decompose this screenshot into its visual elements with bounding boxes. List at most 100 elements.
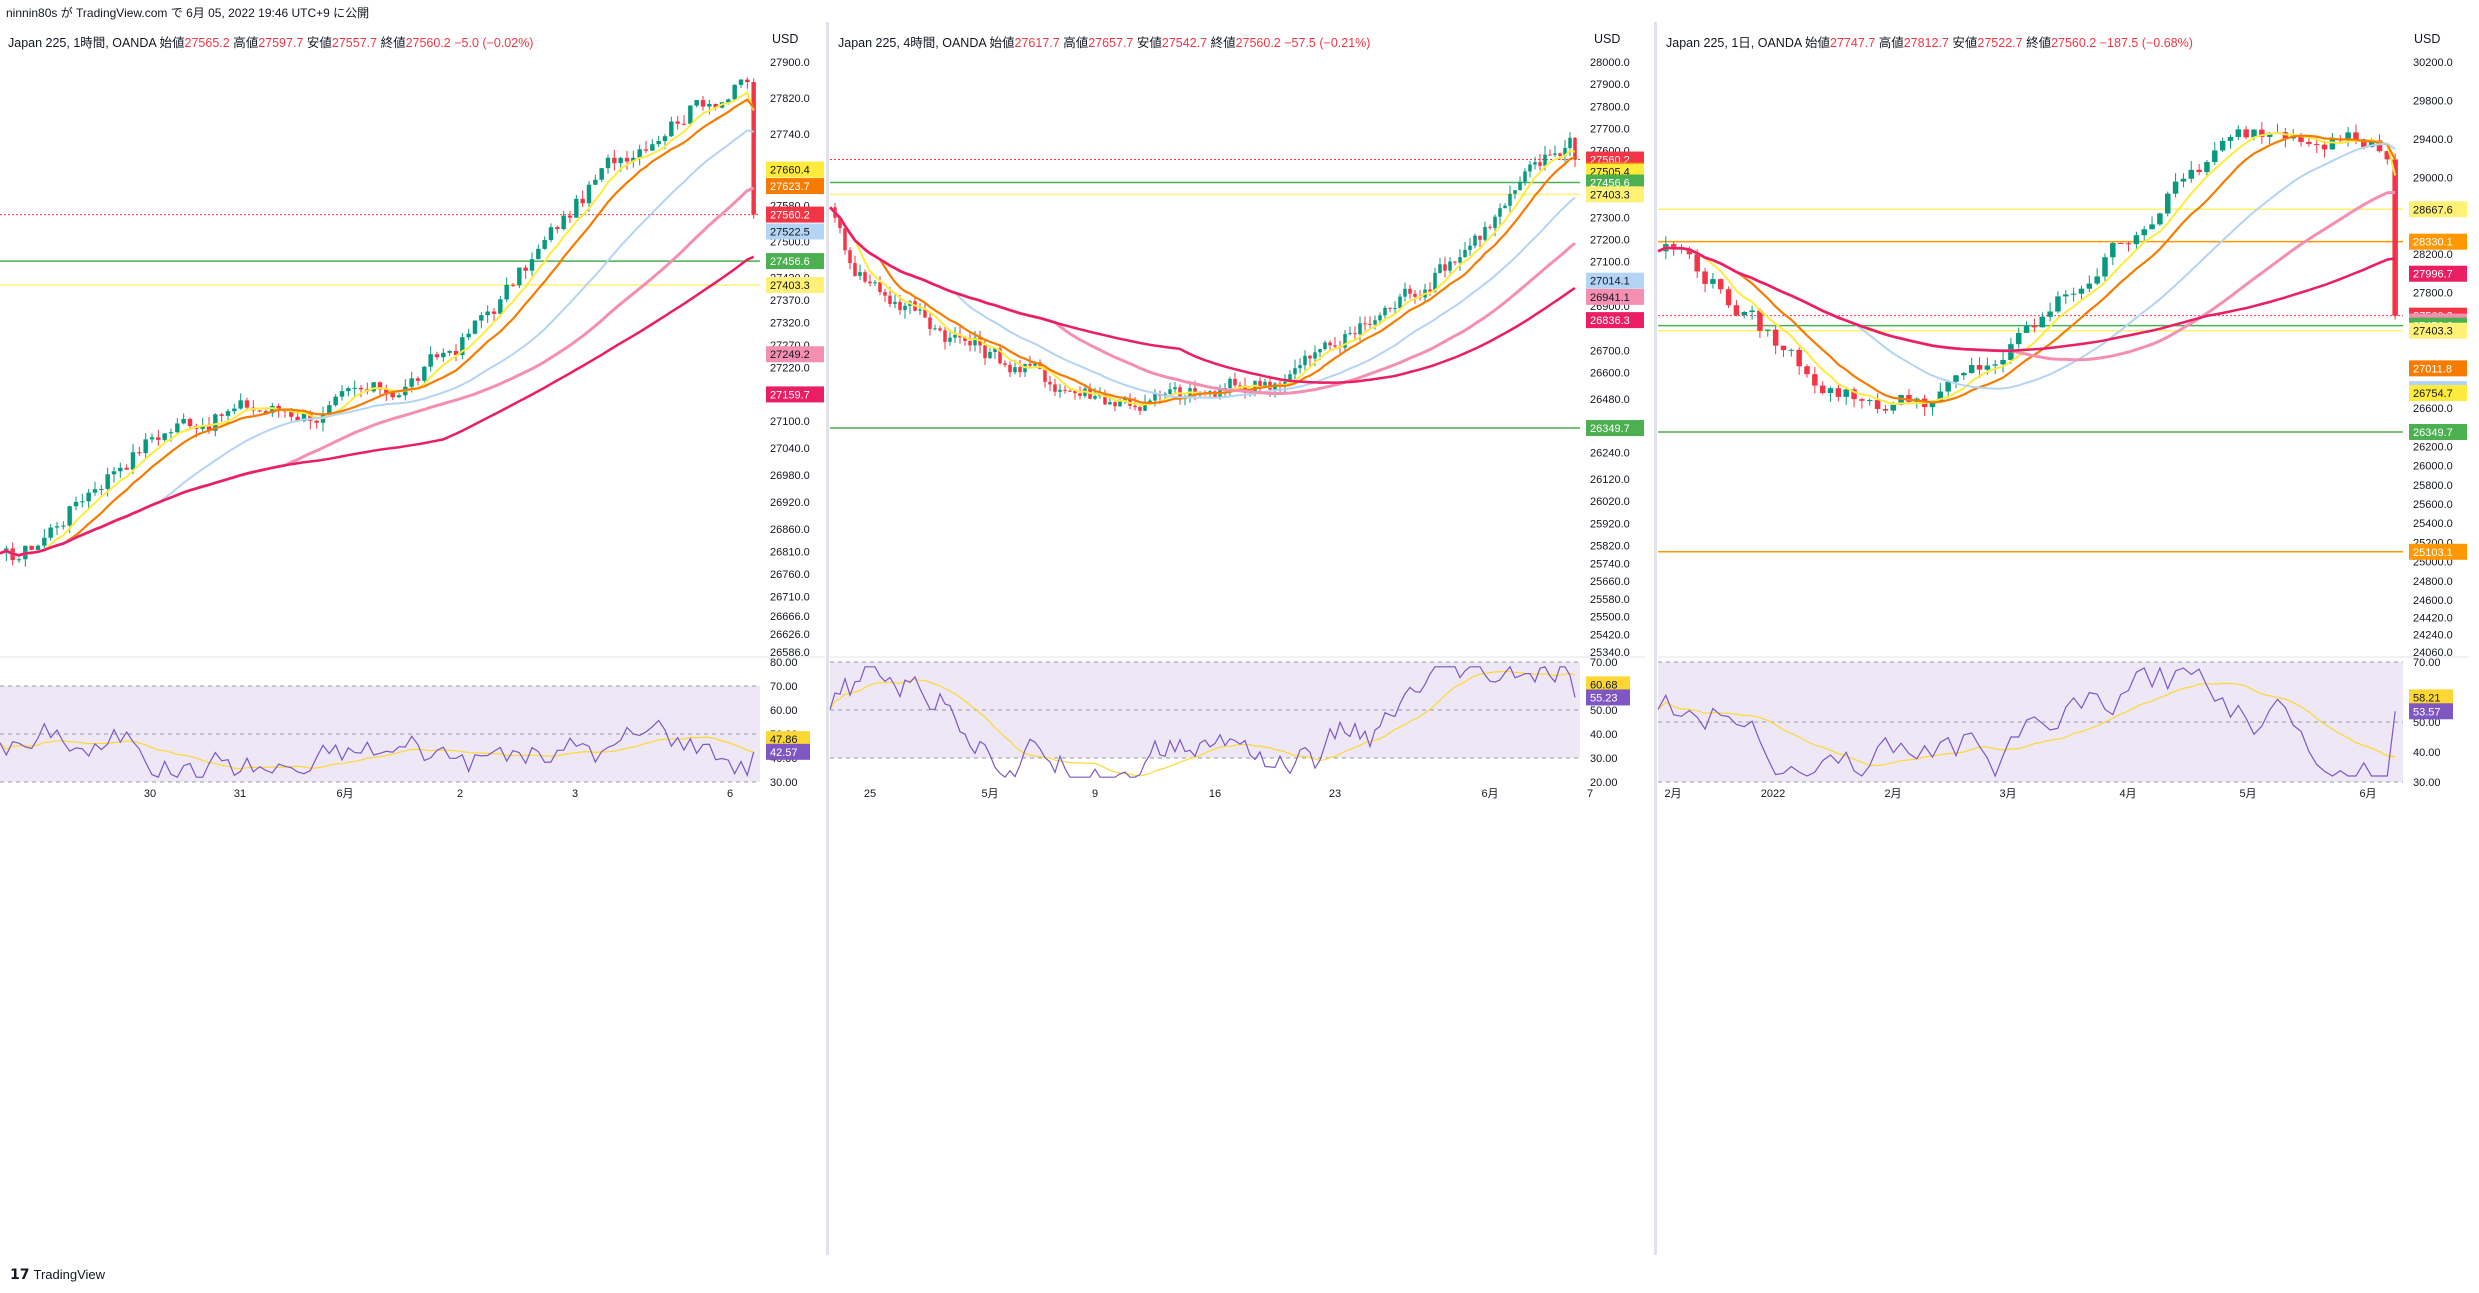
candle-body bbox=[2188, 169, 2195, 179]
rsi-label-text: 58.21 bbox=[2413, 692, 2441, 704]
y-tick-label: 27740.0 bbox=[770, 129, 810, 141]
candle-body bbox=[561, 215, 566, 230]
price-label-box bbox=[766, 178, 824, 195]
rsi-tick-label: 50.00 bbox=[2413, 717, 2441, 729]
candle-body bbox=[1984, 365, 1991, 370]
price-label-box bbox=[766, 346, 824, 363]
y-tick-label: 27370.0 bbox=[770, 295, 810, 307]
candle-body bbox=[466, 333, 471, 338]
candle-body bbox=[238, 400, 243, 409]
symbol-name: Japan 225 bbox=[1666, 36, 1725, 50]
timeframe: 1日 bbox=[1731, 36, 1751, 50]
y-tick-label: 28200.0 bbox=[2413, 249, 2453, 261]
ma-line-yellow bbox=[829, 149, 1576, 406]
candle-body bbox=[2219, 140, 2226, 151]
candle-body bbox=[61, 525, 66, 527]
candle-body bbox=[713, 103, 718, 108]
y-tick-label: 27300.0 bbox=[1590, 212, 1630, 224]
panel-divider[interactable] bbox=[1654, 22, 1657, 1255]
chart-panel-1d[interactable]: Japan 225, 1日, OANDA 始値27747.7 高値27812.7… bbox=[1657, 22, 2479, 1255]
candle-body bbox=[1882, 408, 1889, 411]
candle-body bbox=[738, 79, 744, 85]
price-label-text: 27014.1 bbox=[1590, 276, 1630, 288]
candle-body bbox=[968, 340, 972, 346]
rsi-label-text: 53.57 bbox=[2413, 706, 2441, 718]
candle-body bbox=[1710, 279, 1716, 284]
rsi-label-box bbox=[766, 731, 810, 748]
chart-svg[interactable]: 27900.027820.027740.027660.027580.027500… bbox=[0, 22, 825, 1255]
candle-body bbox=[2157, 213, 2163, 225]
candle-body bbox=[933, 328, 937, 330]
ma-line-crimson bbox=[829, 206, 1576, 384]
candle-body bbox=[377, 382, 383, 390]
candle-body bbox=[244, 400, 250, 408]
candle-body bbox=[2000, 359, 2006, 365]
candle-body bbox=[1788, 349, 1795, 351]
candle-body bbox=[2353, 132, 2359, 140]
candle-body bbox=[118, 467, 123, 472]
candle-body bbox=[1573, 137, 1577, 160]
candle-body bbox=[878, 282, 882, 293]
x-tick-label: 3 bbox=[572, 788, 578, 800]
chart-panel-4h[interactable]: Japan 225, 4時間, OANDA 始値27617.7 高値27657.… bbox=[828, 22, 1652, 1255]
x-tick-label: 6 bbox=[727, 788, 733, 800]
candle-body bbox=[548, 227, 554, 241]
candle-body bbox=[1448, 261, 1452, 271]
price-label-text: 28330.1 bbox=[2413, 237, 2453, 249]
candle-body bbox=[2086, 283, 2093, 289]
candle-body bbox=[599, 168, 604, 180]
candle-body bbox=[1403, 288, 1407, 297]
change-value: −5.0 (−0.02%) bbox=[454, 36, 534, 50]
candle-body bbox=[858, 272, 862, 276]
y-tick-label: 26600.0 bbox=[2413, 403, 2453, 415]
x-tick-label: 2 bbox=[457, 788, 463, 800]
tradingview-brand[interactable]: 𝟭𝟳 TradingView bbox=[10, 1266, 105, 1283]
chart-svg[interactable]: 28000.027900.027800.027700.027600.027300… bbox=[828, 22, 1652, 1255]
candle-body bbox=[580, 198, 585, 204]
candle-body bbox=[1717, 279, 1724, 290]
candle-body bbox=[510, 284, 516, 286]
candle-body bbox=[2078, 288, 2085, 294]
candle-body bbox=[555, 227, 560, 230]
candle-body bbox=[1835, 388, 1842, 397]
candle-body bbox=[1670, 244, 1677, 250]
price-label-text: 26836.3 bbox=[1590, 315, 1630, 327]
symbol-name: Japan 225 bbox=[838, 36, 897, 50]
symbol-name: Japan 225 bbox=[8, 36, 67, 50]
candle-body bbox=[868, 281, 872, 284]
candle-body bbox=[973, 337, 977, 346]
candle-body bbox=[124, 467, 129, 470]
candle-body bbox=[485, 311, 490, 316]
candle-body bbox=[2243, 129, 2249, 138]
change-value: −57.5 (−0.21%) bbox=[1284, 36, 1371, 50]
candle-body bbox=[1038, 362, 1042, 369]
candle-body bbox=[1093, 396, 1097, 399]
candle-body bbox=[2039, 316, 2046, 328]
candle-body bbox=[903, 305, 907, 311]
candle-body bbox=[1686, 248, 1693, 255]
price-label-text: 27011.8 bbox=[2413, 363, 2452, 375]
candle-body bbox=[1263, 381, 1267, 387]
y-tick-label: 27500.0 bbox=[770, 237, 810, 249]
rsi-tick-label: 30.00 bbox=[770, 777, 798, 789]
candle-body bbox=[624, 157, 630, 162]
chart-panel-1h[interactable]: Japan 225, 1時間, OANDA 始値27565.2 高値27597.… bbox=[0, 22, 825, 1255]
candle-body bbox=[1953, 375, 1959, 382]
chart-svg[interactable]: 30200.0 29800.0 29400.0 29000.0 28200.0 27800… bbox=[1657, 22, 2479, 1255]
candle-body bbox=[1804, 366, 1810, 375]
candle-body bbox=[928, 317, 932, 329]
x-tick-label: 7 bbox=[1587, 788, 1593, 800]
candle-body bbox=[1168, 389, 1172, 394]
candle-body bbox=[48, 527, 53, 538]
candle-body bbox=[2235, 129, 2242, 137]
candle-body bbox=[2117, 243, 2124, 245]
panel-divider[interactable] bbox=[826, 22, 829, 1255]
candle-body bbox=[143, 439, 148, 454]
candle-body bbox=[2368, 140, 2375, 148]
y-tick-label: 27900.0 bbox=[1590, 79, 1630, 91]
price-label-box bbox=[2409, 543, 2467, 560]
ma-line-orange bbox=[1657, 134, 2397, 404]
candle-body bbox=[2141, 229, 2147, 236]
rsi-ma-line bbox=[1657, 682, 2396, 767]
candle-body bbox=[1553, 153, 1557, 155]
